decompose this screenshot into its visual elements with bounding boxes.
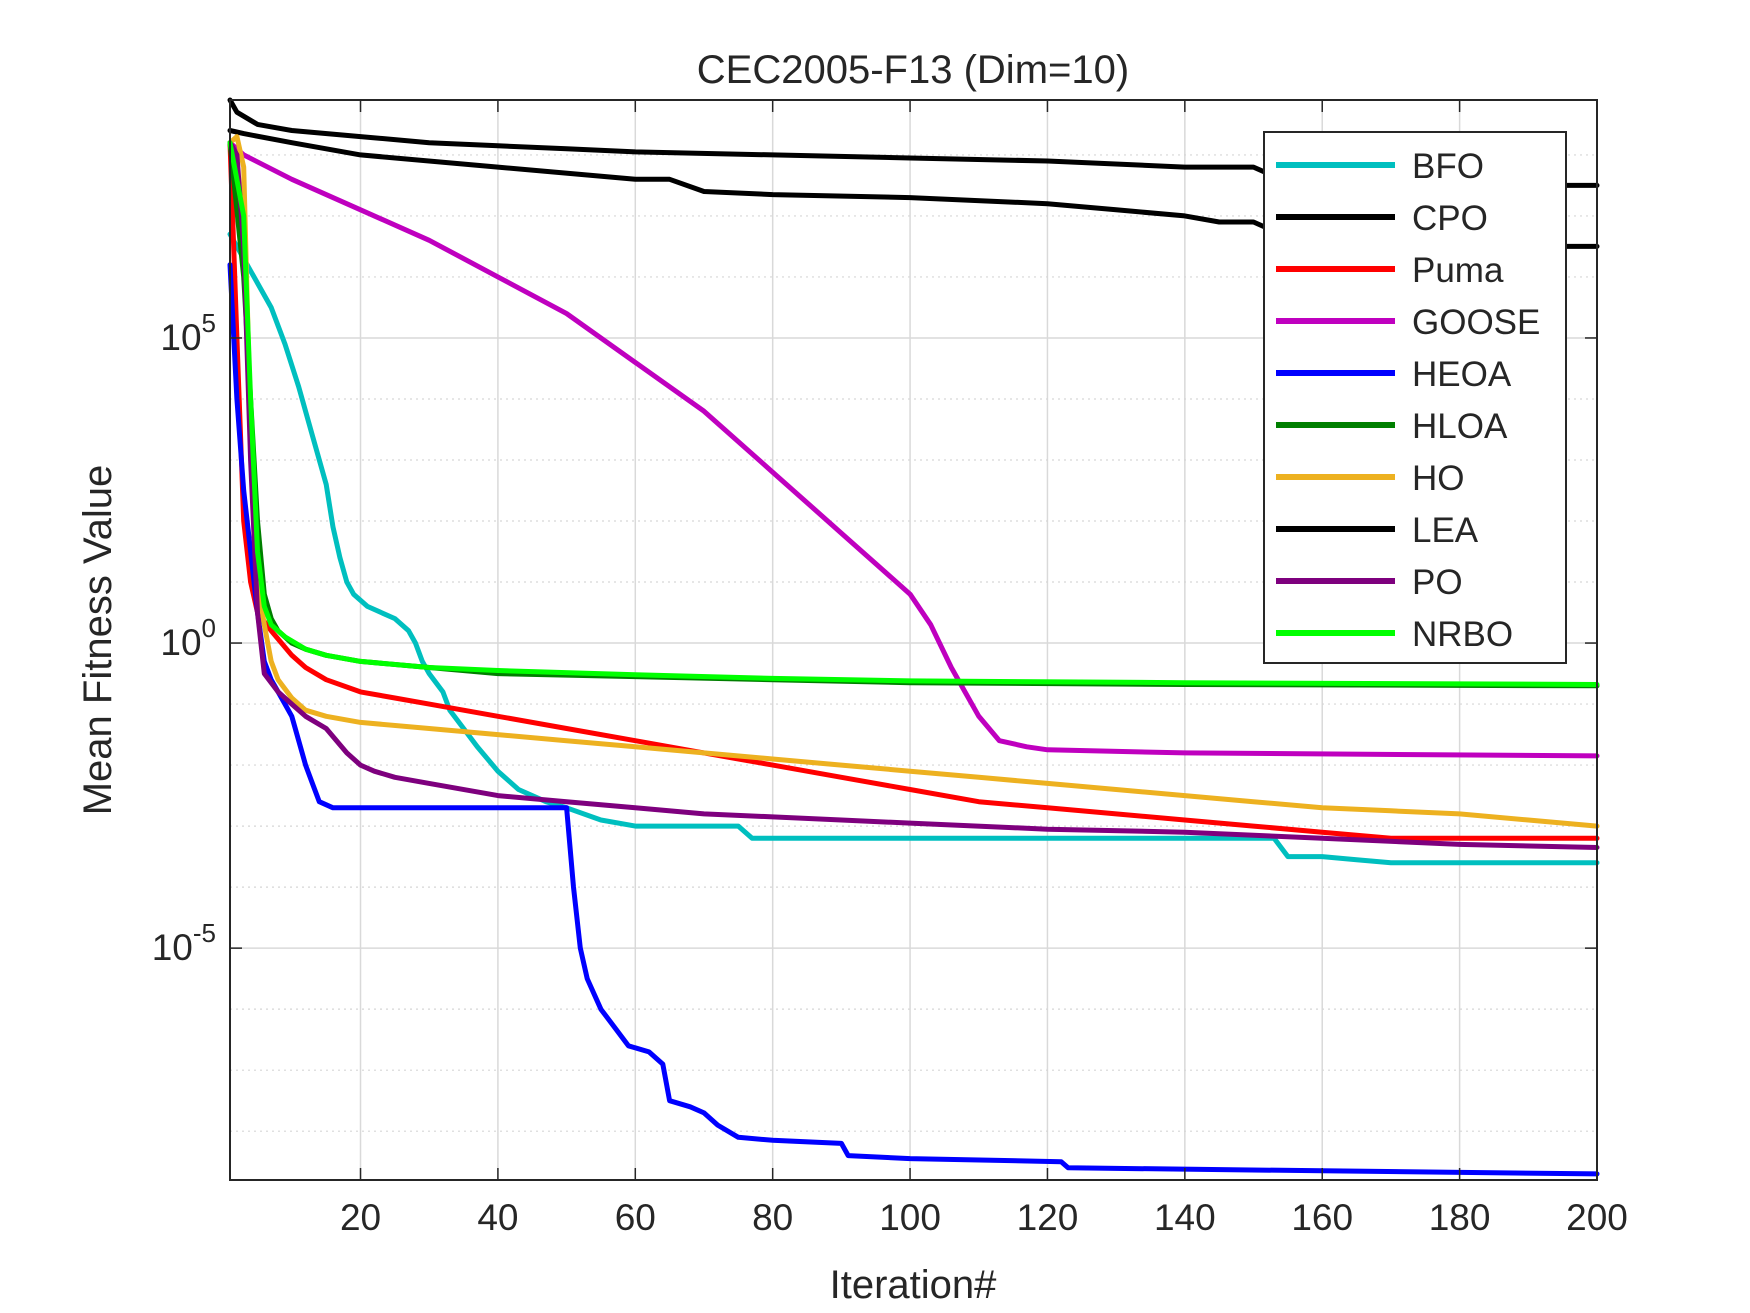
- x-tick-label: 100: [879, 1197, 941, 1238]
- x-tick-label: 120: [1017, 1197, 1079, 1238]
- legend-label-ho: HO: [1412, 459, 1465, 498]
- y-tick-label: 100: [160, 613, 216, 663]
- legend-label-lea: LEA: [1412, 511, 1479, 550]
- x-axis: 20 40 60 80 100 120 140 160 180 200: [340, 100, 1628, 1238]
- chart-title: CEC2005-F13 (Dim=10): [697, 48, 1129, 92]
- plot-area: [227, 97, 1600, 1177]
- legend-label-nrbo: NRBO: [1412, 615, 1513, 654]
- x-tick-label: 160: [1291, 1197, 1353, 1238]
- legend-label-bfo: BFO: [1412, 147, 1484, 186]
- x-tick-label: 60: [615, 1197, 656, 1238]
- axes-frame: [229, 99, 1598, 1181]
- legend-label-cpo: CPO: [1412, 199, 1488, 238]
- x-tick-label: 40: [477, 1197, 518, 1238]
- legend-label-po: PO: [1412, 563, 1463, 602]
- series-line-goose: [227, 140, 1600, 759]
- y-tick-label: 105: [160, 308, 216, 358]
- series-line-nrbo: [227, 140, 1600, 687]
- legend-label-goose: GOOSE: [1412, 303, 1540, 342]
- legend-label-puma: Puma: [1412, 251, 1504, 290]
- x-axis-label: Iteration#: [830, 1263, 998, 1307]
- x-tick-label: 180: [1429, 1197, 1491, 1238]
- x-tick-label: 140: [1154, 1197, 1216, 1238]
- legend-label-hloa: HLOA: [1412, 407, 1508, 446]
- y-axis-label: Mean Fitness Value: [76, 465, 120, 816]
- legend: BFO CPO Puma GOOSE HEOA HLOA HO LEA PO NRBO: [1263, 131, 1567, 664]
- series-line-ho: [227, 134, 1600, 829]
- x-tick-label: 80: [752, 1197, 793, 1238]
- x-tick-label: 20: [340, 1197, 381, 1238]
- legend-box: [1263, 131, 1567, 664]
- x-tick-label: 200: [1566, 1197, 1628, 1238]
- series-line-po: [227, 140, 1600, 850]
- y-tick-label: 10-5: [152, 918, 216, 968]
- legend-label-heoa: HEOA: [1412, 355, 1512, 394]
- y-axis: 105 100 10-5: [152, 308, 1597, 968]
